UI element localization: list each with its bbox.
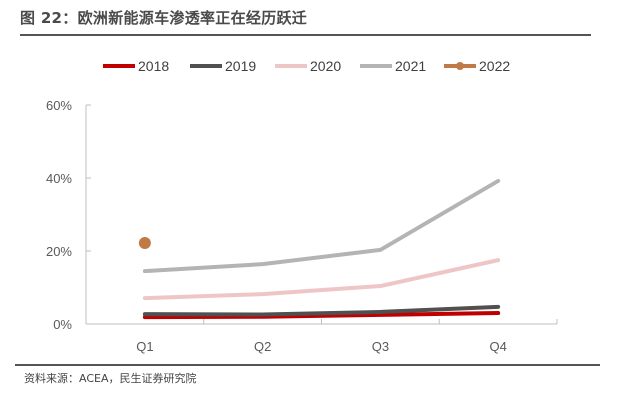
data-point-2022 [138, 236, 151, 249]
source-divider [15, 364, 600, 366]
series-group [138, 178, 501, 320]
source-note: 资料来源：ACEA，民生证券研究院 [24, 372, 197, 385]
legend-label-2020: 2020 [310, 58, 341, 74]
y-tick-label: 20% [46, 244, 72, 259]
legend-marker-2022 [456, 62, 464, 70]
y-tick-label: 0% [53, 317, 72, 332]
legend-label-2018: 2018 [138, 58, 169, 74]
x-tick-label: Q3 [372, 339, 389, 354]
legend-label-2021: 2021 [395, 58, 426, 74]
series-line-2021 [142, 178, 501, 274]
title-divider [20, 34, 591, 36]
series-line-2020 [142, 258, 501, 301]
chart-title: 图 22：欧洲新能源车渗透率正在经历跃迁 [20, 9, 308, 27]
legend-label-2022: 2022 [479, 58, 510, 74]
x-tick-label: Q4 [489, 339, 506, 354]
x-tick-label: Q2 [254, 339, 271, 354]
legend-label-2019: 2019 [225, 58, 256, 74]
series-line-2018 [142, 311, 501, 320]
y-tick-label: 60% [46, 98, 72, 113]
series-line-2019 [142, 304, 501, 317]
legend: 2018 2019 2020 2021 2022 [103, 58, 510, 74]
x-tick-label: Q1 [136, 339, 153, 354]
y-tick-label: 40% [46, 171, 72, 186]
axes: 0% 20% 40% 60% Q1 Q2 Q3 Q4 [46, 98, 558, 354]
